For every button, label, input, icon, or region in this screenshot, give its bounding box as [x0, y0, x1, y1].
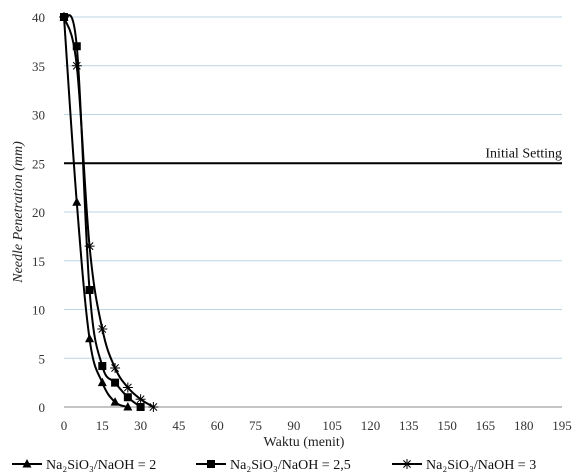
legend-label-2: Na₂SiO₃/NaOH = 2,5 — [230, 458, 351, 473]
y-tick-label-40: 40 — [32, 10, 45, 25]
legend-label-3: Na₂SiO₃/NaOH = 3 — [426, 458, 536, 473]
y-tick-label-0: 0 — [39, 400, 46, 415]
x-tick-label-135: 135 — [399, 418, 419, 433]
x-tick-label-60: 60 — [211, 418, 224, 433]
series-1 — [59, 12, 133, 411]
series-3-point-3 — [97, 324, 108, 334]
legend-item-1: Na₂SiO₃/NaOH = 2 — [12, 458, 156, 473]
x-tick-label-195: 195 — [552, 418, 572, 433]
series-3-point-7 — [148, 402, 159, 412]
series-3-point-4 — [110, 363, 121, 373]
series-layer — [59, 12, 159, 412]
x-tick-label-30: 30 — [134, 418, 147, 433]
x-tick-label-165: 165 — [476, 418, 496, 433]
series-3-point-5 — [122, 382, 133, 393]
y-tick-label-10: 10 — [32, 303, 45, 318]
y-tick-label-5: 5 — [39, 351, 46, 366]
y-tick-labels: 0 5 10 15 20 25 30 35 40 — [32, 10, 45, 415]
reference-layer: Initial Setting — [64, 146, 562, 165]
series-3-point-2 — [84, 241, 95, 252]
series-3-point-0 — [59, 12, 69, 22]
series-2-point-6 — [136, 403, 145, 411]
series-3 — [59, 12, 159, 412]
series-2-point-3 — [98, 362, 107, 371]
legend-marker-3 — [402, 459, 412, 469]
series-3-point-1 — [71, 60, 82, 71]
grid-layer — [64, 16, 562, 359]
legend: Na₂SiO₃/NaOH = 2 Na₂SiO₃/NaOH = 2,5 Na₂SiO… — [12, 458, 536, 473]
series-2-point-5 — [123, 393, 132, 402]
legend-label-1: Na₂SiO₃/NaOH = 2 — [46, 458, 156, 473]
x-tick-label-15: 15 — [96, 418, 109, 433]
legend-marker-2 — [207, 460, 215, 468]
y-axis-title: Needle Penetration (mm) — [11, 141, 26, 284]
x-tick-label-0: 0 — [61, 418, 68, 433]
x-tick-label-150: 150 — [437, 418, 457, 433]
x-tick-label-105: 105 — [322, 418, 342, 433]
series-1-point-3 — [97, 377, 107, 387]
series-1-point-1 — [72, 197, 82, 206]
series-2-point-2 — [85, 286, 94, 294]
series-line-2 — [63, 14, 142, 408]
series-3-point-6 — [135, 394, 146, 405]
y-tick-label-30: 30 — [32, 108, 45, 123]
x-tick-label-120: 120 — [361, 418, 381, 433]
legend-item-2: Na₂SiO₃/NaOH = 2,5 — [196, 458, 351, 473]
x-tick-labels: 0 15 30 45 60 75 90 105 120 135 150 165 180 195 — [61, 418, 572, 433]
x-tick-label-90: 90 — [287, 418, 300, 433]
series-1-point-5 — [123, 402, 133, 411]
legend-item-3: Na₂SiO₃/NaOH = 3 — [392, 458, 536, 473]
x-tick-label-180: 180 — [514, 418, 534, 433]
y-tick-label-25: 25 — [32, 156, 45, 171]
initial-setting-label: Initial Setting — [485, 146, 562, 161]
series-2-point-4 — [111, 378, 120, 387]
y-tick-label-15: 15 — [32, 254, 45, 269]
legend-marker-1 — [22, 459, 32, 468]
y-tick-label-20: 20 — [32, 205, 45, 220]
series-1-point-4 — [110, 397, 120, 406]
x-tick-label-45: 45 — [172, 418, 185, 433]
x-tick-label-75: 75 — [249, 418, 262, 433]
y-tick-label-35: 35 — [32, 59, 45, 74]
x-axis-title: Waktu (menit) — [264, 435, 345, 450]
series-2-point-1 — [72, 42, 81, 51]
series-1-point-2 — [85, 333, 95, 343]
